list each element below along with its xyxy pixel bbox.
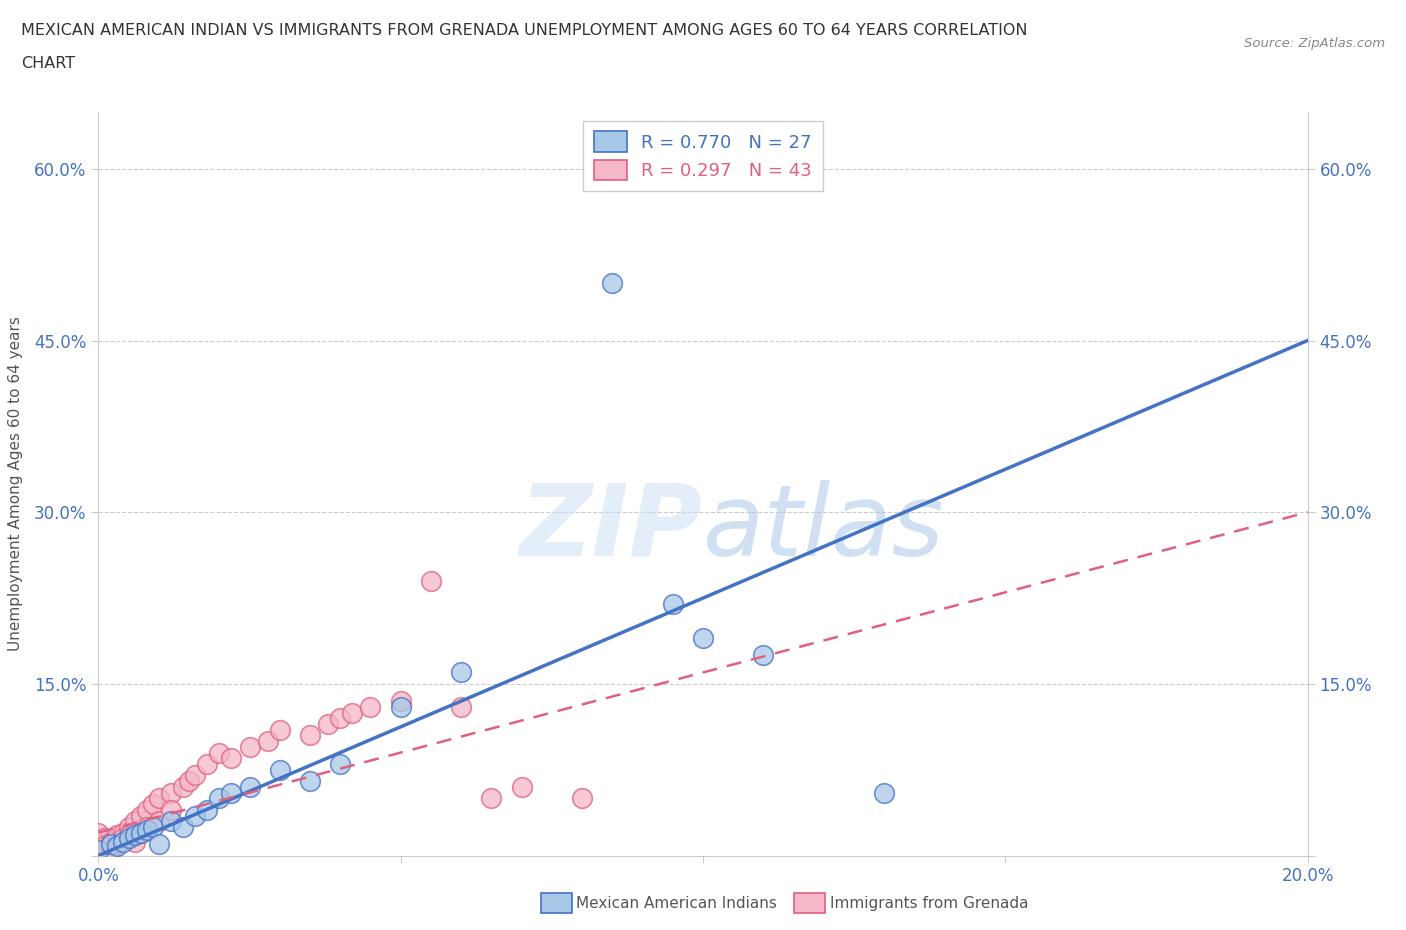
Text: atlas: atlas bbox=[703, 480, 945, 577]
Point bbox=[389, 694, 412, 709]
Point bbox=[87, 843, 110, 857]
Point bbox=[873, 785, 896, 800]
Point bbox=[316, 716, 339, 731]
Point bbox=[752, 648, 775, 663]
Point bbox=[221, 751, 243, 765]
Point bbox=[124, 828, 146, 843]
Legend: R = 0.770   N = 27, R = 0.297   N = 43: R = 0.770 N = 27, R = 0.297 N = 43 bbox=[583, 121, 823, 192]
Point bbox=[129, 825, 152, 840]
Point bbox=[450, 699, 472, 714]
Y-axis label: Unemployment Among Ages 60 to 64 years: Unemployment Among Ages 60 to 64 years bbox=[8, 316, 22, 651]
Point bbox=[105, 837, 128, 852]
Point bbox=[100, 843, 122, 857]
Point bbox=[420, 574, 443, 589]
Point bbox=[195, 757, 218, 772]
Point bbox=[105, 828, 128, 843]
Point bbox=[184, 768, 207, 783]
Point bbox=[100, 834, 122, 849]
Point bbox=[256, 734, 278, 749]
Point bbox=[135, 803, 157, 817]
Point bbox=[329, 711, 352, 725]
Point bbox=[142, 797, 165, 812]
Point bbox=[135, 819, 157, 834]
Point bbox=[93, 839, 115, 854]
Point bbox=[93, 831, 115, 846]
Point bbox=[208, 790, 231, 805]
Point bbox=[571, 790, 593, 805]
Point bbox=[160, 814, 183, 829]
Text: MEXICAN AMERICAN INDIAN VS IMMIGRANTS FROM GRENADA UNEMPLOYMENT AMONG AGES 60 TO: MEXICAN AMERICAN INDIAN VS IMMIGRANTS FR… bbox=[21, 23, 1028, 38]
Point bbox=[111, 831, 134, 846]
Point bbox=[118, 828, 141, 843]
Point bbox=[87, 837, 110, 852]
Point bbox=[129, 825, 152, 840]
Point bbox=[360, 699, 382, 714]
Point bbox=[87, 825, 110, 840]
Point bbox=[342, 705, 364, 720]
Point bbox=[172, 779, 194, 794]
Point bbox=[100, 837, 122, 852]
Text: Source: ZipAtlas.com: Source: ZipAtlas.com bbox=[1244, 37, 1385, 50]
Point bbox=[148, 814, 170, 829]
Point bbox=[692, 631, 714, 645]
Point bbox=[118, 819, 141, 834]
Point bbox=[135, 823, 157, 838]
Point bbox=[389, 699, 412, 714]
Point bbox=[510, 779, 533, 794]
Point bbox=[124, 834, 146, 849]
Point bbox=[239, 739, 262, 754]
Point bbox=[160, 785, 183, 800]
Point bbox=[269, 723, 291, 737]
Point bbox=[111, 834, 134, 849]
Point bbox=[105, 839, 128, 854]
Point bbox=[299, 728, 322, 743]
Point bbox=[450, 665, 472, 680]
Point bbox=[602, 276, 624, 291]
Point bbox=[118, 831, 141, 846]
Point bbox=[184, 808, 207, 823]
Text: CHART: CHART bbox=[21, 56, 75, 71]
Point bbox=[221, 785, 243, 800]
Point bbox=[661, 596, 683, 611]
Point bbox=[124, 814, 146, 829]
Point bbox=[142, 819, 165, 834]
Point bbox=[269, 763, 291, 777]
Point bbox=[160, 803, 183, 817]
Point bbox=[179, 774, 201, 789]
Point bbox=[299, 774, 322, 789]
Point bbox=[148, 837, 170, 852]
Point bbox=[172, 819, 194, 834]
Point bbox=[329, 757, 352, 772]
Point bbox=[148, 790, 170, 805]
Point bbox=[481, 790, 503, 805]
Point bbox=[195, 803, 218, 817]
Point bbox=[111, 825, 134, 840]
Text: ZIP: ZIP bbox=[520, 480, 703, 577]
Point bbox=[239, 779, 262, 794]
Text: Immigrants from Grenada: Immigrants from Grenada bbox=[830, 896, 1028, 910]
Point bbox=[129, 808, 152, 823]
Point bbox=[208, 745, 231, 760]
Text: Mexican American Indians: Mexican American Indians bbox=[576, 896, 778, 910]
